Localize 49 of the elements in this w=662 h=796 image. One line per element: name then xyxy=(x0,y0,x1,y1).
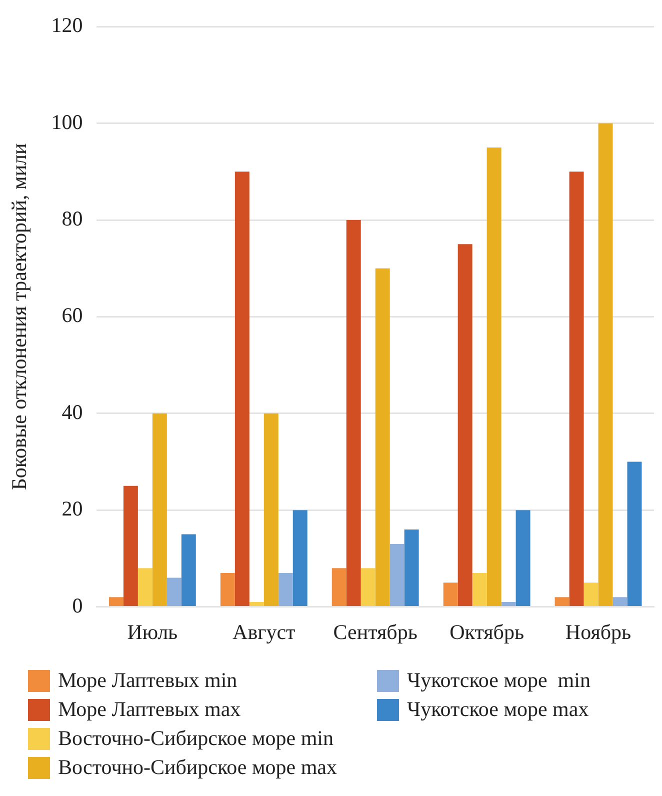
bar xyxy=(332,568,346,606)
y-tick-label: 60 xyxy=(62,303,83,328)
bar xyxy=(390,544,404,606)
bar xyxy=(108,597,124,606)
bar xyxy=(584,582,598,606)
x-tick-label: Сентябрь xyxy=(333,620,418,644)
x-tick-label: Октябрь xyxy=(450,620,524,644)
bar xyxy=(152,413,167,606)
x-tick-label: Август xyxy=(232,620,296,644)
bar xyxy=(249,602,264,606)
y-axis-title: Боковые отклонения траекторий, мили xyxy=(7,143,32,490)
bar xyxy=(346,220,361,606)
y-tick-label: 100 xyxy=(51,110,83,134)
legend-label: Чукотское море min xyxy=(406,668,590,693)
bar xyxy=(443,582,458,606)
bar xyxy=(138,568,152,606)
bar xyxy=(264,413,278,606)
bar xyxy=(501,602,516,606)
bar xyxy=(458,244,472,606)
bar xyxy=(516,510,530,606)
y-tick-label: 40 xyxy=(62,400,83,424)
bar xyxy=(612,597,628,606)
legend-label: Море Лаптевых max xyxy=(58,697,241,722)
bar xyxy=(375,268,390,606)
bar xyxy=(123,486,138,606)
y-tick-label: 120 xyxy=(51,13,83,38)
x-tick-label: Ноябрь xyxy=(565,620,632,644)
bar xyxy=(278,572,293,606)
bar xyxy=(404,529,419,606)
bar xyxy=(569,172,584,606)
bar xyxy=(292,510,308,606)
bar xyxy=(220,572,235,606)
bar xyxy=(627,462,642,606)
legend-label: Чукотское море max xyxy=(406,697,589,722)
bar xyxy=(598,123,613,606)
y-tick-label: 80 xyxy=(62,206,83,231)
bar xyxy=(181,534,196,606)
bar xyxy=(472,572,487,606)
y-tick-label: 0 xyxy=(72,593,83,618)
x-tick-label: Июль xyxy=(127,620,178,644)
bar xyxy=(166,578,182,606)
y-tick-label: 20 xyxy=(62,496,83,521)
legend-label: Восточно-Сибирское море max xyxy=(58,755,337,780)
legend-label: Восточно-Сибирское море min xyxy=(58,726,334,751)
bar xyxy=(234,172,250,606)
bar xyxy=(554,597,570,606)
legend-label: Море Лаптевых min xyxy=(58,668,238,693)
bar xyxy=(486,147,502,606)
bar xyxy=(360,568,376,606)
